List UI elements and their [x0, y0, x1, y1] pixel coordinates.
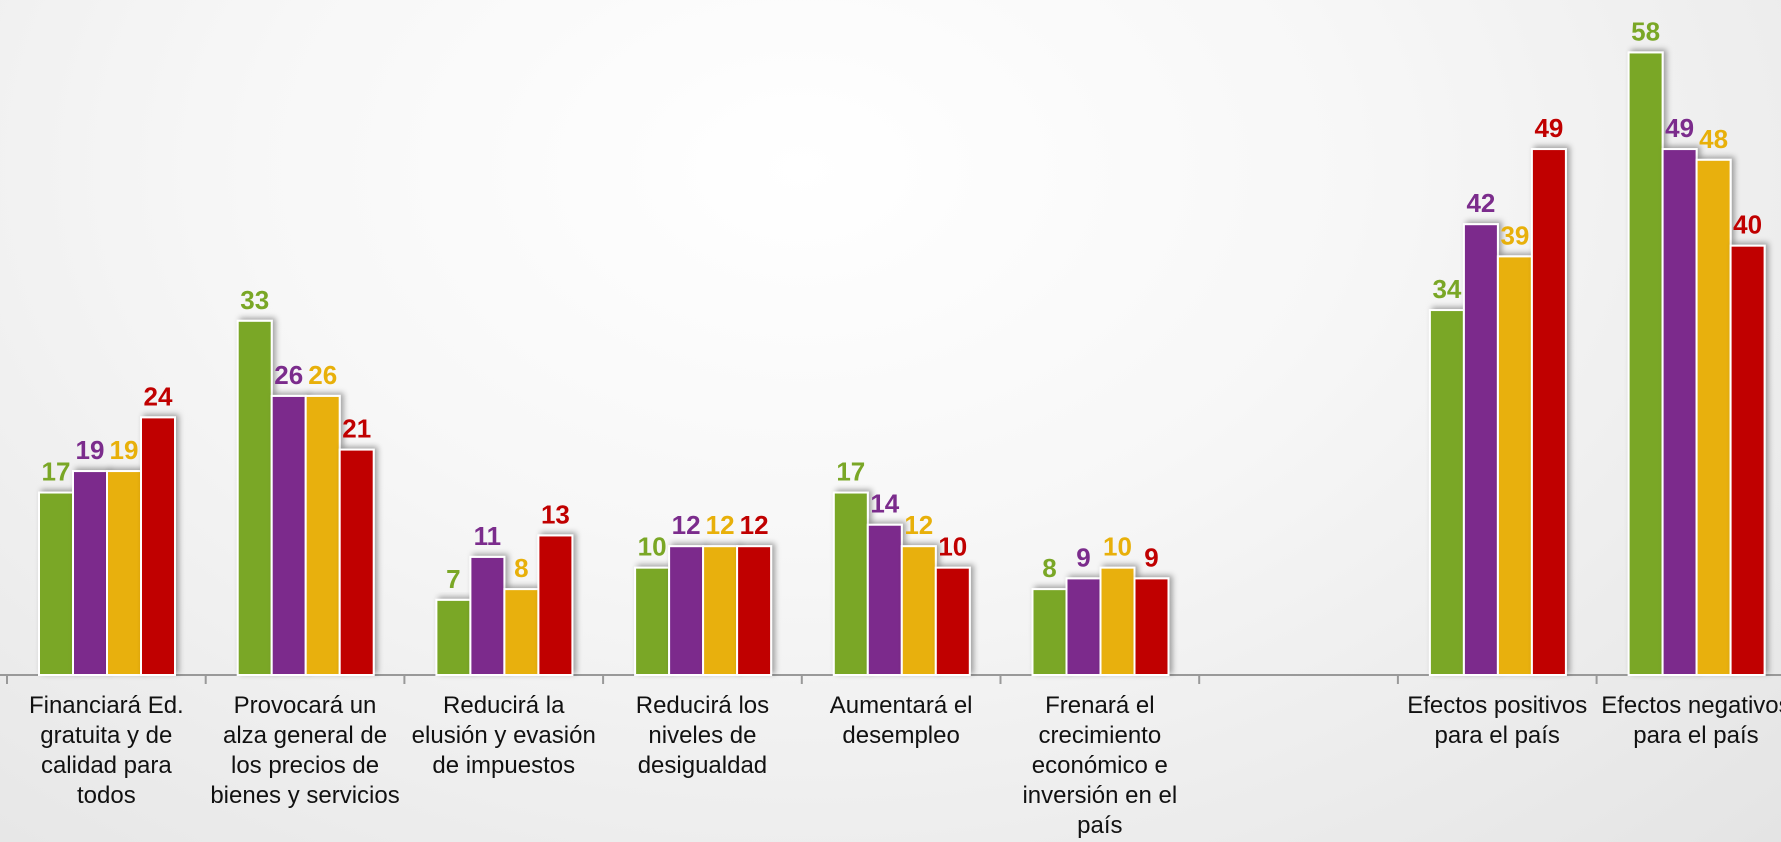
- value-label: 12: [904, 510, 933, 540]
- bar: [304, 394, 341, 676]
- bar: [1133, 577, 1170, 677]
- bar: [1661, 148, 1698, 677]
- value-label: 10: [1103, 532, 1132, 562]
- value-label: 12: [672, 510, 701, 540]
- bar: [140, 416, 176, 676]
- value-label: 17: [836, 457, 865, 487]
- bar: [106, 470, 142, 677]
- bar: [270, 394, 307, 676]
- value-label: 34: [1432, 274, 1461, 304]
- value-label: 9: [1076, 542, 1090, 572]
- bar: [1627, 51, 1664, 676]
- bar: [1099, 566, 1136, 677]
- x-tick-label: Reducirá los niveles de desigualdad: [635, 692, 770, 779]
- bar: [832, 491, 869, 676]
- bar: [338, 448, 375, 676]
- x-tick-label: Reducirá la elusión y evasión de impuest…: [411, 692, 596, 779]
- value-label: 17: [42, 457, 71, 487]
- value-label: 21: [342, 414, 371, 444]
- value-label: 49: [1665, 113, 1694, 143]
- bar: [866, 523, 903, 676]
- bar: [702, 545, 739, 677]
- value-label: 40: [1733, 210, 1762, 240]
- x-tick-label: Financiará Ed. gratuita y de calidad par…: [28, 692, 184, 809]
- value-label: 42: [1466, 188, 1495, 218]
- bar: [1695, 158, 1732, 677]
- value-label: 14: [870, 489, 899, 519]
- value-label: 58: [1631, 16, 1660, 46]
- x-tick-label: Efectos positivos para el país: [1407, 692, 1588, 749]
- x-tick-label: Frenará el crecimiento económico e inver…: [1022, 692, 1178, 839]
- bar: [537, 534, 574, 677]
- value-label: 24: [144, 381, 173, 411]
- bar: [1496, 255, 1533, 676]
- x-tick-label: Efectos negativos para el país: [1601, 692, 1781, 749]
- bar: [934, 566, 971, 677]
- x-tick-label: Provocará un alza general de los precios…: [210, 692, 400, 809]
- bar: [1462, 223, 1499, 676]
- value-label: 8: [1042, 553, 1056, 583]
- value-label: 48: [1699, 124, 1728, 154]
- value-label: 9: [1144, 542, 1158, 572]
- bar: [900, 545, 937, 677]
- value-label: 10: [938, 532, 967, 562]
- value-label: 12: [740, 510, 769, 540]
- bar: [469, 555, 506, 677]
- value-label: 26: [308, 360, 337, 390]
- value-label: 12: [706, 510, 735, 540]
- value-label: 13: [541, 499, 570, 529]
- x-tick-label: Aumentará el desempleo: [829, 692, 973, 749]
- bar: [236, 319, 273, 676]
- value-label: 8: [514, 553, 528, 583]
- bar: [736, 545, 773, 677]
- bar: [634, 566, 671, 677]
- bar: [1031, 588, 1068, 677]
- value-label: 7: [446, 564, 460, 594]
- value-label: 19: [110, 435, 139, 465]
- bar: [435, 598, 472, 676]
- value-label: 39: [1500, 220, 1529, 250]
- bar: [1530, 148, 1567, 677]
- value-label: 33: [240, 285, 269, 315]
- value-label: 11: [474, 521, 502, 551]
- bar: [1065, 577, 1102, 677]
- value-label: 26: [274, 360, 303, 390]
- bar: [503, 588, 540, 677]
- bar: [72, 470, 108, 677]
- value-label: 10: [638, 532, 667, 562]
- value-label: 19: [76, 435, 105, 465]
- bar: [668, 545, 705, 677]
- bar: [1729, 244, 1766, 677]
- bar: [1428, 309, 1465, 676]
- bar: [38, 491, 74, 676]
- value-label: 49: [1534, 113, 1563, 143]
